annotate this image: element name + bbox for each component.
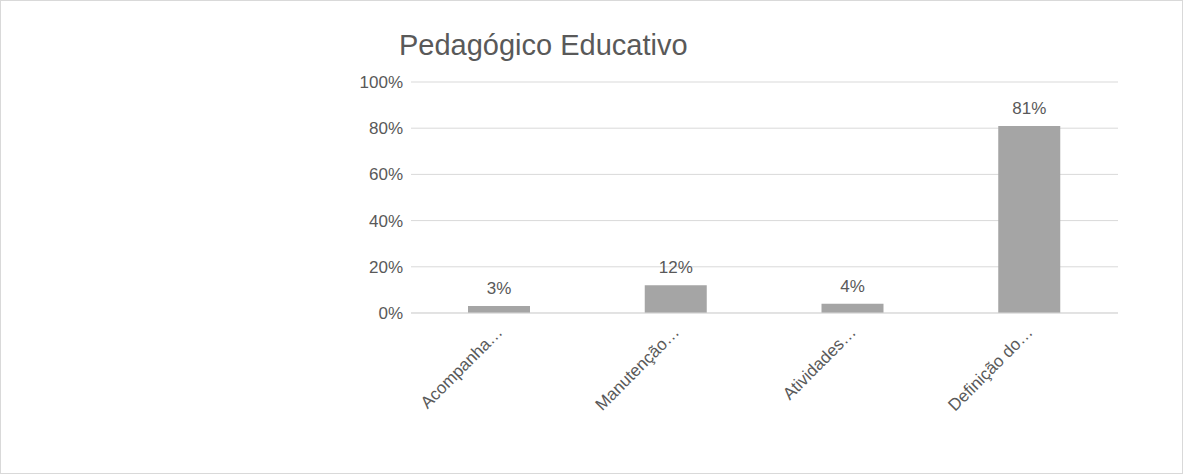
svg-text:3%: 3% bbox=[487, 279, 512, 298]
svg-text:60%: 60% bbox=[369, 165, 403, 184]
svg-text:12%: 12% bbox=[659, 258, 693, 277]
svg-text:Definição do…: Definição do… bbox=[944, 323, 1036, 415]
svg-text:Manutenção…: Manutenção… bbox=[592, 323, 684, 415]
svg-text:4%: 4% bbox=[840, 277, 865, 296]
svg-text:81%: 81% bbox=[1012, 99, 1046, 118]
svg-text:Atividades…: Atividades… bbox=[779, 323, 860, 404]
svg-text:40%: 40% bbox=[369, 212, 403, 231]
svg-text:0%: 0% bbox=[378, 304, 403, 323]
svg-text:Acompanha…: Acompanha… bbox=[417, 323, 507, 413]
svg-text:80%: 80% bbox=[369, 119, 403, 138]
svg-text:100%: 100% bbox=[360, 73, 403, 92]
svg-text:20%: 20% bbox=[369, 258, 403, 277]
html-text:Pedagógico Educativo: Pedagógico Educativo bbox=[399, 29, 688, 61]
